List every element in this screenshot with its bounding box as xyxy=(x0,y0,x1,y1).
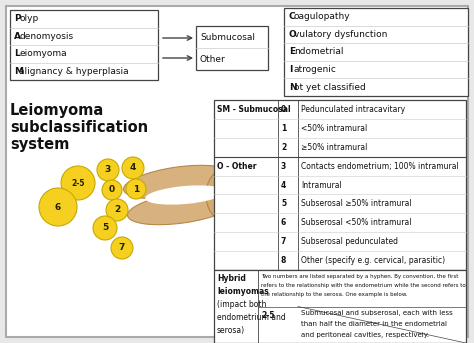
Text: (impact both: (impact both xyxy=(217,300,266,309)
Text: 0: 0 xyxy=(281,105,286,114)
Text: Submucosal and subserosal, each with less: Submucosal and subserosal, each with les… xyxy=(301,310,453,317)
Circle shape xyxy=(126,179,146,199)
Text: ndometrial: ndometrial xyxy=(294,47,344,57)
Text: serosa): serosa) xyxy=(217,326,245,335)
Circle shape xyxy=(39,188,77,226)
Text: M: M xyxy=(14,67,23,76)
Ellipse shape xyxy=(124,165,233,199)
Ellipse shape xyxy=(145,185,225,205)
Text: 7: 7 xyxy=(119,244,125,252)
Text: Pedunculated intracavitary: Pedunculated intracavitary xyxy=(301,105,405,114)
Text: 1: 1 xyxy=(281,124,286,133)
Text: 3: 3 xyxy=(105,166,111,175)
Text: leiomyomas: leiomyomas xyxy=(217,287,269,296)
Text: atrogenic: atrogenic xyxy=(294,65,337,74)
Text: system: system xyxy=(10,137,69,152)
Circle shape xyxy=(111,237,133,259)
Text: and peritoneal cavities, respectively.: and peritoneal cavities, respectively. xyxy=(301,332,429,339)
Text: O: O xyxy=(289,30,297,39)
Circle shape xyxy=(93,216,117,240)
Bar xyxy=(214,270,466,343)
Text: Subserosal ≥50% intramural: Subserosal ≥50% intramural xyxy=(301,199,411,209)
Text: Intramural: Intramural xyxy=(301,180,342,189)
Bar xyxy=(214,100,466,270)
Text: refers to the relationship with the endometrium while the second refers to: refers to the relationship with the endo… xyxy=(261,283,466,288)
Text: 2: 2 xyxy=(114,205,120,214)
Text: SM - Submucosal: SM - Submucosal xyxy=(217,105,291,114)
Text: Submucosal: Submucosal xyxy=(200,33,255,42)
Text: olyp: olyp xyxy=(19,14,39,23)
Text: L: L xyxy=(14,49,20,58)
Circle shape xyxy=(122,157,144,179)
Text: Other: Other xyxy=(200,55,226,63)
Text: 3: 3 xyxy=(281,162,286,170)
Text: alignancy & hyperplasia: alignancy & hyperplasia xyxy=(19,67,129,76)
Text: 5: 5 xyxy=(281,199,286,209)
Text: vulatory dysfunction: vulatory dysfunction xyxy=(294,30,387,39)
Text: 1: 1 xyxy=(133,185,139,193)
Text: 4: 4 xyxy=(130,164,136,173)
Text: the relationship to the serosa. One example is below.: the relationship to the serosa. One exam… xyxy=(261,292,408,297)
Text: Subserosal <50% intramural: Subserosal <50% intramural xyxy=(301,218,411,227)
Text: 8: 8 xyxy=(281,256,286,265)
Ellipse shape xyxy=(206,169,244,221)
Text: 7: 7 xyxy=(281,237,286,246)
Text: 2-5: 2-5 xyxy=(71,178,85,188)
Text: O - Other: O - Other xyxy=(217,162,256,170)
Text: 2-5: 2-5 xyxy=(261,310,274,319)
Text: Other (specify e.g. cervical, parasitic): Other (specify e.g. cervical, parasitic) xyxy=(301,256,445,265)
Text: 4: 4 xyxy=(281,180,286,189)
Text: than half the diameter in the endometrial: than half the diameter in the endometria… xyxy=(301,321,447,328)
Text: 5: 5 xyxy=(102,224,108,233)
Text: A: A xyxy=(14,32,21,41)
Text: I: I xyxy=(289,65,292,74)
Text: 2: 2 xyxy=(281,143,286,152)
Text: 6: 6 xyxy=(55,202,61,212)
Bar xyxy=(284,8,468,96)
Text: <50% intramural: <50% intramural xyxy=(301,124,367,133)
Text: Two numbers are listed separated by a hyphen. By convention, the first: Two numbers are listed separated by a hy… xyxy=(261,274,458,279)
Text: 6: 6 xyxy=(281,218,286,227)
Circle shape xyxy=(102,180,122,200)
Text: denomyosis: denomyosis xyxy=(19,32,73,41)
Text: oagulopathy: oagulopathy xyxy=(294,12,351,21)
Text: Leiomyoma: Leiomyoma xyxy=(10,103,104,118)
Text: E: E xyxy=(289,47,295,57)
Ellipse shape xyxy=(128,191,237,225)
Circle shape xyxy=(61,166,95,200)
Text: ≥50% intramural: ≥50% intramural xyxy=(301,143,367,152)
Text: Subserosal pedunculated: Subserosal pedunculated xyxy=(301,237,398,246)
Text: ot yet classified: ot yet classified xyxy=(294,83,366,92)
Text: Hybrid: Hybrid xyxy=(217,274,246,283)
Text: N: N xyxy=(289,83,297,92)
Bar xyxy=(10,10,158,80)
Text: C: C xyxy=(289,12,296,21)
Text: eiomyoma: eiomyoma xyxy=(19,49,67,58)
Text: endometrium and: endometrium and xyxy=(217,313,286,322)
Circle shape xyxy=(106,199,128,221)
Circle shape xyxy=(97,159,119,181)
Text: 0: 0 xyxy=(109,186,115,194)
Bar xyxy=(196,26,268,70)
Text: P: P xyxy=(14,14,21,23)
Text: Contacts endometrium; 100% intramural: Contacts endometrium; 100% intramural xyxy=(301,162,459,170)
Text: subclassification: subclassification xyxy=(10,120,148,135)
